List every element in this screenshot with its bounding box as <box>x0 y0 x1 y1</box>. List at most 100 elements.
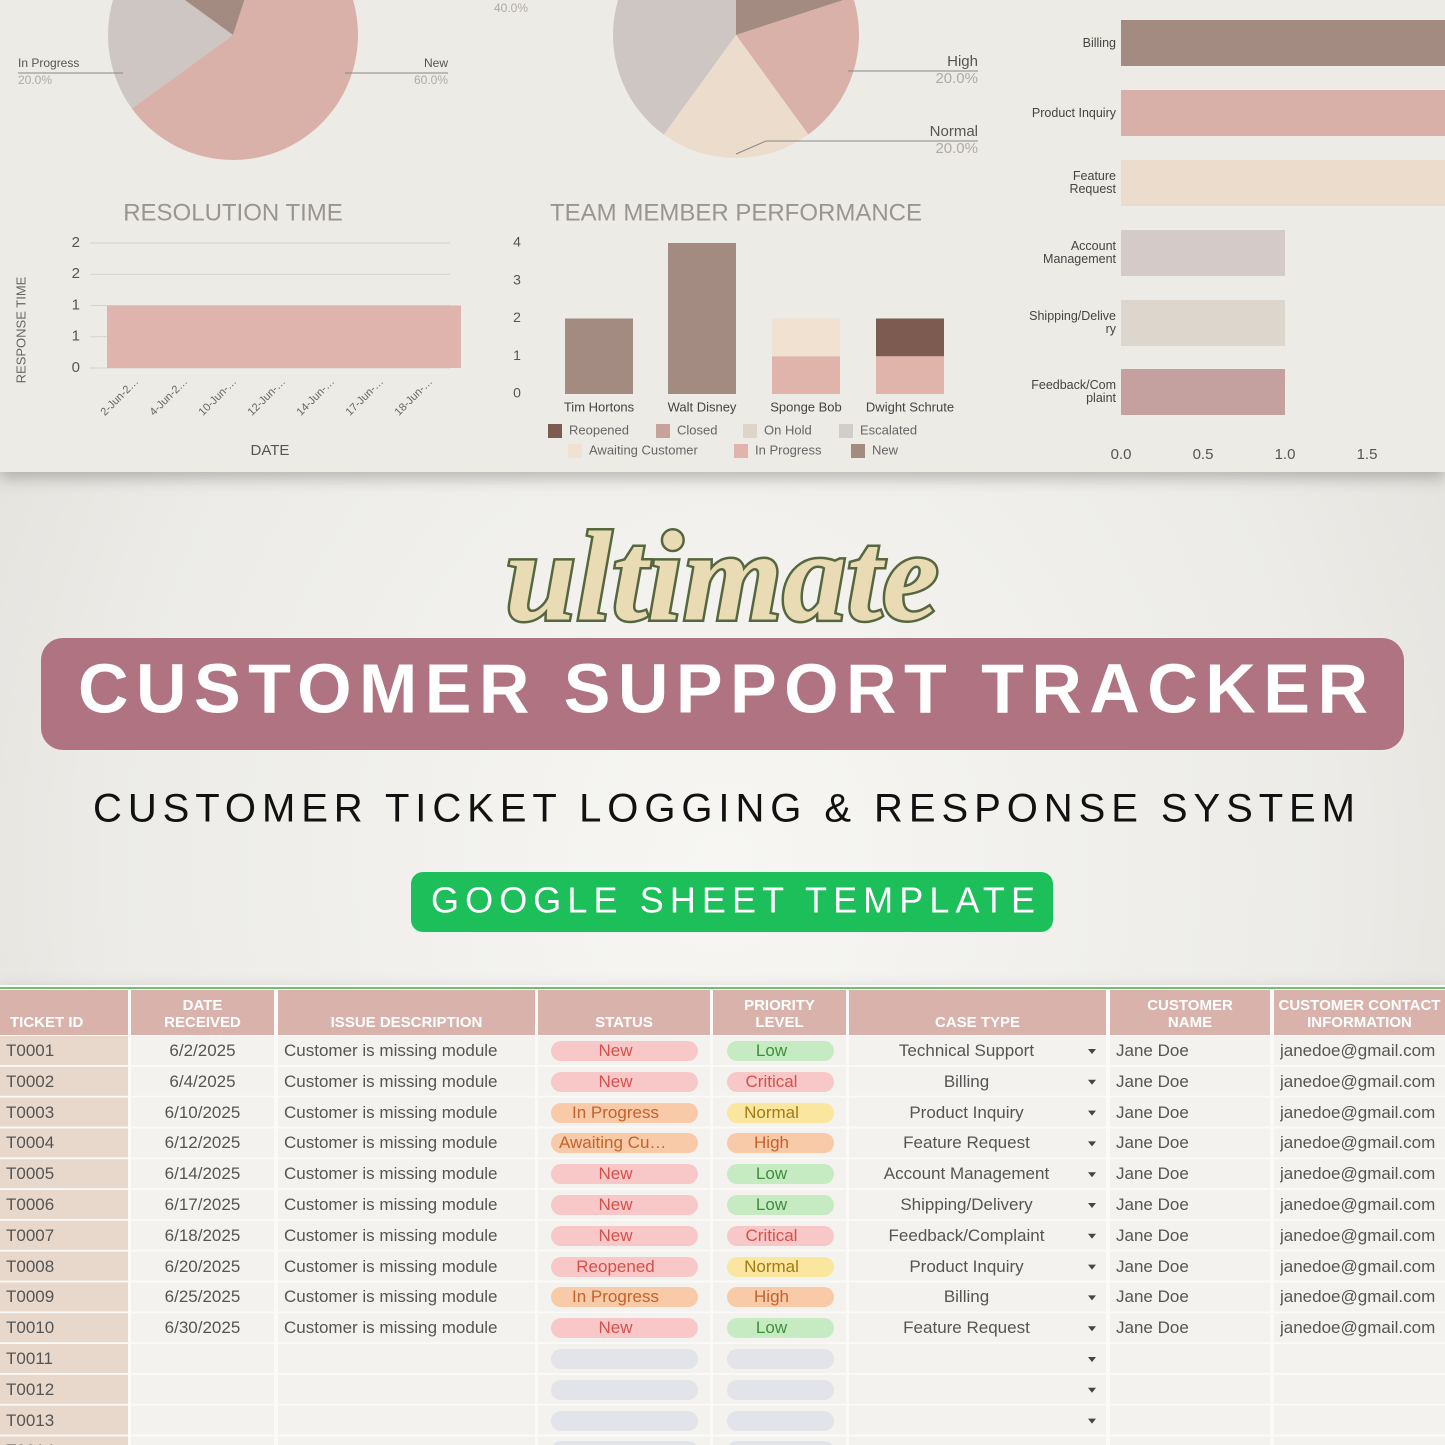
dropdown-arrow <box>1088 1110 1096 1116</box>
cell-bg <box>278 1344 535 1373</box>
cell-bg <box>1274 1251 1445 1281</box>
ticket-id: T0005 <box>6 1164 55 1184</box>
cell-bg <box>849 1436 1106 1445</box>
priority-dropdown[interactable]: High <box>727 1287 834 1308</box>
status-dropdown[interactable] <box>551 1379 698 1400</box>
cell-text: Jane Doe <box>1116 1071 1189 1091</box>
cell-bg <box>849 1066 1106 1096</box>
cell-bg <box>1110 1251 1270 1281</box>
cell-bg <box>0 1220 128 1250</box>
legend-swatch <box>839 424 853 438</box>
cell-bg <box>131 1405 274 1435</box>
cell-bg <box>1110 1036 1270 1065</box>
priority-dropdown[interactable]: High <box>727 1133 834 1154</box>
cell-bg <box>1110 1436 1270 1445</box>
dropdown-arrow <box>1088 1295 1096 1301</box>
priority-dropdown[interactable]: Critical <box>727 1225 834 1246</box>
cell-bg <box>1274 1220 1445 1250</box>
status-dropdown[interactable]: New <box>551 1225 698 1246</box>
x-tick-label: Walt Disney <box>668 399 737 414</box>
status-dropdown[interactable]: New <box>551 1195 698 1215</box>
priority-dropdown[interactable]: Critical <box>727 1071 834 1092</box>
cell-text: 6/18/2025 <box>164 1225 241 1245</box>
priority-dropdown[interactable]: Low <box>727 1195 834 1215</box>
status-dropdown[interactable]: Awaiting Customer <box>551 1133 698 1154</box>
header-text: CUSTOMER CONTACT INFORMATION <box>1278 997 1441 1031</box>
status-dropdown[interactable]: New <box>551 1164 698 1185</box>
bar <box>1121 369 1285 415</box>
x-tick-label: 1.5 <box>1357 446 1378 463</box>
ticket-id: T0003 <box>6 1102 55 1122</box>
cell-text: 6/10/2025 <box>164 1102 241 1122</box>
dropdown-arrow <box>1088 1264 1096 1270</box>
cell-text: Customer is missing module <box>284 1133 498 1153</box>
column-header: CASE TYPE <box>849 990 1106 1035</box>
title-banner <box>41 638 1404 750</box>
status-dropdown[interactable]: Reopened <box>551 1256 698 1277</box>
priority-dropdown[interactable] <box>727 1441 834 1445</box>
pie-slice <box>663 35 809 159</box>
cell-bg <box>1274 1190 1445 1219</box>
cell-bg <box>1110 1066 1270 1096</box>
column-header: STATUS <box>538 990 710 1035</box>
bar <box>1121 20 1445 66</box>
cell-bg <box>1274 1036 1445 1065</box>
legend-label: New <box>872 442 899 457</box>
priority-dropdown[interactable] <box>727 1379 834 1400</box>
y-tick-label: 1 <box>72 328 80 345</box>
priority-dropdown[interactable]: Normal <box>727 1256 834 1277</box>
cell-text: janedoe@gmail.com <box>1280 1195 1436 1214</box>
cell-bg <box>0 1374 128 1404</box>
cell-bg <box>849 1097 1106 1127</box>
status-dropdown[interactable] <box>551 1410 698 1431</box>
category-label: Product Inquiry <box>1031 105 1116 120</box>
priority-dropdown[interactable]: Low <box>727 1041 834 1061</box>
priority-dropdown[interactable]: Normal <box>727 1102 834 1123</box>
priority-dropdown[interactable] <box>727 1349 834 1369</box>
cell-bg <box>131 1313 274 1343</box>
status-dropdown[interactable]: New <box>551 1318 698 1339</box>
cell-text: Customer is missing module <box>284 1256 498 1276</box>
cell-bg <box>1110 1128 1270 1158</box>
status-dropdown[interactable] <box>551 1441 698 1445</box>
cell-text: 6/14/2025 <box>164 1164 241 1184</box>
status-dropdown[interactable]: New <box>551 1041 698 1061</box>
cell-text: Jane Doe <box>1116 1041 1189 1060</box>
priority-dropdown[interactable] <box>727 1410 834 1431</box>
cell-text: janedoe@gmail.com <box>1280 1318 1436 1338</box>
script-title: ultimate <box>505 505 939 647</box>
priority-dropdown[interactable]: Low <box>727 1164 834 1185</box>
template-button[interactable] <box>411 872 1053 932</box>
cell-bg <box>849 1313 1106 1343</box>
cell-bg <box>278 1282 535 1312</box>
y-tick-label: 3 <box>513 271 521 287</box>
status-dropdown[interactable]: In Progress <box>551 1102 698 1123</box>
column-header: DATE RECEIVED <box>131 990 274 1035</box>
cell-text: janedoe@gmail.com <box>1280 1225 1436 1245</box>
legend-swatch <box>656 424 670 438</box>
dropdown-arrow <box>1088 1418 1096 1424</box>
status-dropdown[interactable]: New <box>551 1071 698 1092</box>
cell-bg <box>278 1436 535 1445</box>
priority-dropdown[interactable]: Low <box>727 1318 834 1339</box>
x-tick-label: 0.5 <box>1193 446 1214 463</box>
ticket-id: T0013 <box>6 1410 55 1430</box>
cell-bg <box>1274 1374 1445 1404</box>
legend-swatch <box>548 424 562 438</box>
category-label: Account Management <box>1043 239 1116 266</box>
legend-swatch <box>734 444 748 458</box>
legend-label: Reopened <box>569 422 629 437</box>
header-text: PRIORITY LEVEL <box>744 997 815 1031</box>
bar <box>1121 230 1285 276</box>
cell-bg <box>1110 1097 1270 1127</box>
status-dropdown[interactable]: In Progress <box>551 1287 698 1308</box>
cell-bg <box>278 1190 535 1219</box>
cell-bg <box>131 1066 274 1096</box>
x-axis-label: DATE <box>251 442 290 459</box>
y-tick-label: 2 <box>72 265 80 282</box>
pie-label: High <box>947 53 978 70</box>
status-dropdown[interactable] <box>551 1349 698 1369</box>
x-tick-label: Dwight Schrute <box>866 399 954 414</box>
bar-segment <box>668 243 736 394</box>
cell-text: Jane Doe <box>1116 1287 1189 1307</box>
